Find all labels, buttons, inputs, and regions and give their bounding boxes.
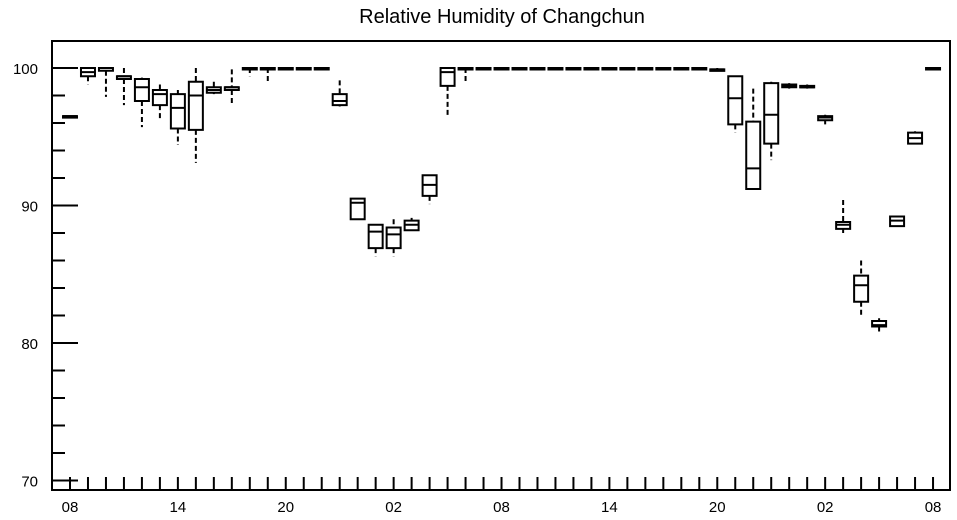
y-tick-label: 100 <box>13 61 38 78</box>
box-plot <box>241 67 258 77</box>
box-plot <box>799 84 816 89</box>
box-plot <box>529 67 546 71</box>
box <box>133 78 150 102</box>
plot-frame <box>51 40 951 491</box>
box-plot <box>421 174 438 205</box>
y-axis: 70 80 90 100 <box>13 61 78 491</box>
box-plot <box>673 67 690 71</box>
box-series <box>62 67 942 334</box>
box-plot <box>565 67 582 71</box>
box-plot <box>655 67 672 71</box>
box-plot <box>547 67 564 71</box>
box-plot <box>187 68 204 163</box>
x-tick-label: 08 <box>493 499 510 516</box>
box <box>169 93 186 130</box>
box-plot <box>97 67 114 97</box>
box <box>151 89 168 107</box>
box-plot <box>619 67 636 71</box>
x-axis: 08 14 20 02 08 14 20 02 08 <box>62 477 942 516</box>
x-tick-label: 20 <box>709 499 726 516</box>
box <box>763 82 780 145</box>
box-plot <box>205 81 222 95</box>
box <box>367 223 384 250</box>
x-tick-label: 02 <box>817 499 834 516</box>
box <box>871 320 888 328</box>
box-plot <box>115 68 132 106</box>
box <box>187 80 204 131</box>
x-tick-label: 02 <box>385 499 402 516</box>
box-plot <box>817 114 834 125</box>
x-tick-label: 20 <box>277 499 294 516</box>
box-plot <box>457 67 474 82</box>
x-tick-label: 08 <box>925 499 942 516</box>
box-plot <box>583 67 600 71</box>
box-plot <box>511 67 528 71</box>
x-tick-label: 14 <box>601 499 618 516</box>
y-tick-label: 80 <box>21 336 38 353</box>
box-plot <box>385 219 402 257</box>
box-plot <box>169 90 186 145</box>
box <box>349 197 366 221</box>
box <box>853 274 870 303</box>
box-plot <box>367 223 384 257</box>
box-plot <box>709 68 726 72</box>
box-plot <box>835 200 852 233</box>
box-plot <box>763 81 780 161</box>
box-plot <box>601 67 618 71</box>
box-plot <box>151 84 168 121</box>
box-plot <box>781 83 798 89</box>
box-plot <box>349 197 366 221</box>
box-plot <box>907 131 924 145</box>
box <box>331 93 348 107</box>
box-plot <box>493 67 510 71</box>
x-tick-label: 14 <box>170 499 187 516</box>
box-plot <box>133 77 150 128</box>
box-plot <box>62 115 78 119</box>
box-plot <box>853 260 870 317</box>
box-plot <box>745 88 762 190</box>
chart-title: Relative Humidity of Changchun <box>359 6 645 28</box>
box-plot <box>277 67 294 71</box>
box-plot <box>637 67 654 71</box>
box-plot <box>79 67 96 85</box>
box <box>439 67 456 87</box>
box-plot <box>691 67 708 71</box>
box-plot <box>313 67 330 71</box>
box-plot <box>439 67 456 118</box>
box-plot <box>727 75 744 133</box>
box <box>727 75 744 126</box>
y-tick-label: 70 <box>21 474 38 491</box>
x-tick-label: 08 <box>62 499 79 516</box>
box-plot <box>925 67 942 71</box>
box-plot <box>475 67 492 71</box>
y-tick-label: 90 <box>21 199 38 216</box>
box-plot <box>259 67 276 82</box>
box <box>385 226 402 250</box>
box-plot <box>223 69 240 106</box>
box-plot <box>295 67 312 71</box>
box-plot <box>871 318 888 334</box>
box-plot <box>889 215 906 228</box>
box-plot <box>403 217 420 232</box>
box <box>745 120 762 190</box>
box-plot <box>331 80 348 107</box>
